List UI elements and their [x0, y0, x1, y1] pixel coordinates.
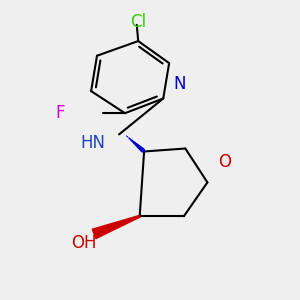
Text: F: F: [56, 104, 65, 122]
Text: OH: OH: [71, 234, 97, 252]
Text: Cl: Cl: [130, 13, 146, 31]
Text: O: O: [219, 153, 232, 171]
Text: N: N: [173, 75, 186, 93]
Text: HN: HN: [80, 134, 105, 152]
Polygon shape: [92, 215, 140, 238]
